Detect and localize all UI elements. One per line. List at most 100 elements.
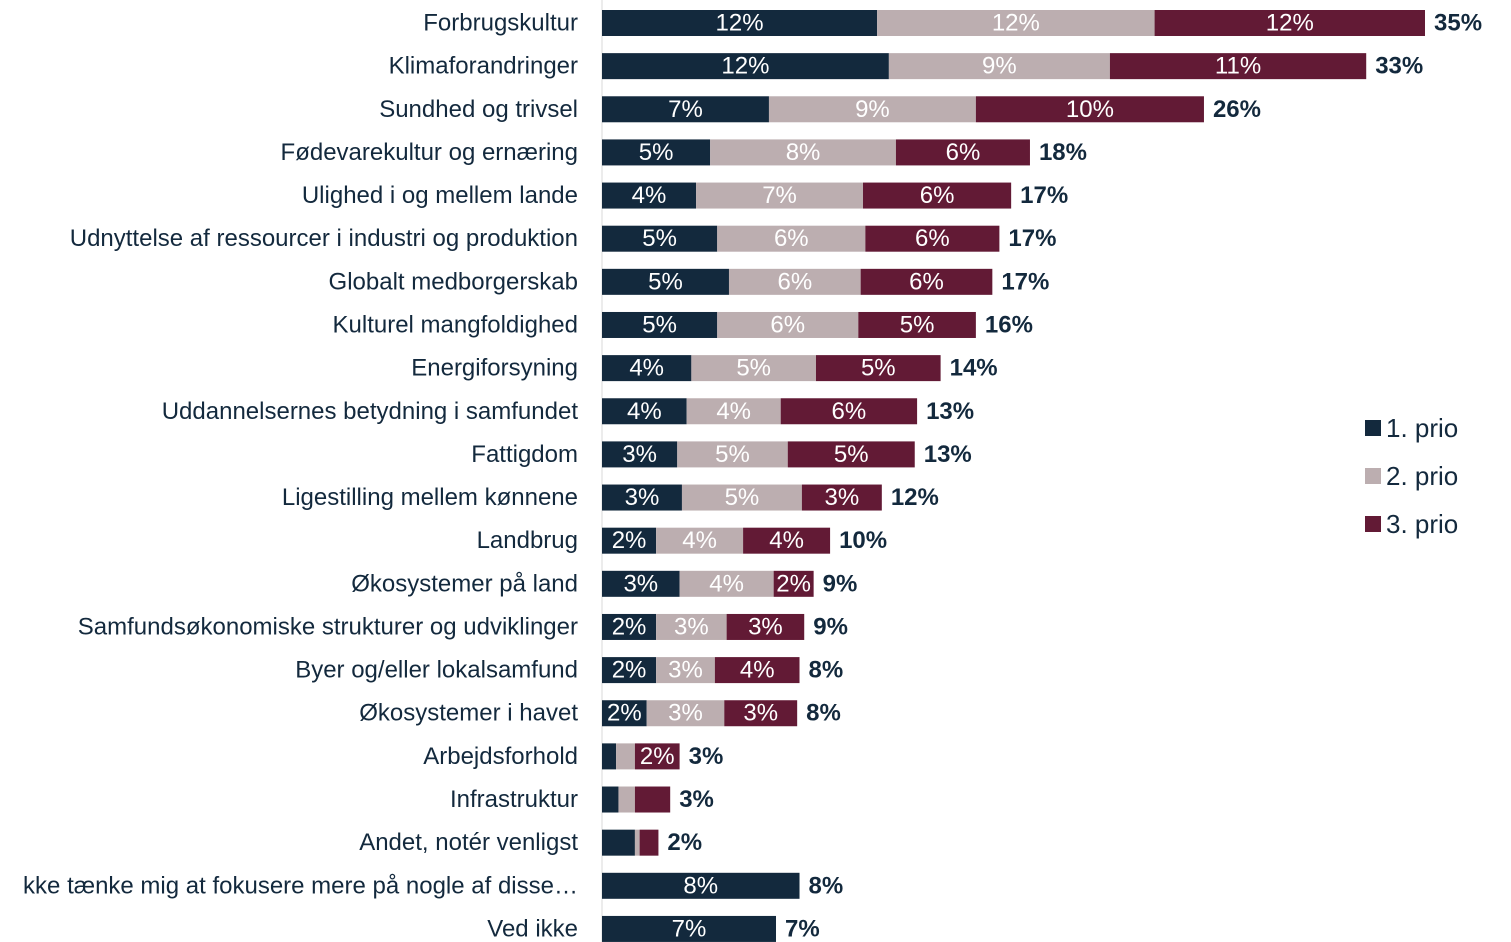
bar-segment	[634, 786, 671, 813]
total-label: 8%	[806, 700, 841, 727]
bar-segment	[602, 398, 687, 425]
total-label: 3%	[689, 743, 724, 770]
total-label: 18%	[1039, 139, 1087, 166]
total-label: 3%	[679, 786, 714, 813]
total-label: 14%	[950, 355, 998, 382]
segment-label: 3%	[668, 700, 703, 727]
segment-label: 9%	[982, 53, 1017, 80]
bar-segment	[860, 268, 993, 295]
bar-segment	[656, 657, 715, 684]
segment-label: 4%	[709, 570, 744, 597]
segment-label: 3%	[622, 441, 657, 468]
total-label: 9%	[813, 613, 848, 640]
bar-segment	[677, 441, 788, 468]
category-label: Uddannelsernes betydning i samfundet	[162, 398, 579, 425]
segment-label: 5%	[639, 139, 674, 166]
segment-label: 7%	[672, 915, 707, 942]
bar-segment	[618, 786, 635, 813]
bar-segment	[780, 398, 918, 425]
segment-label: 5%	[861, 355, 896, 382]
segment-label: 4%	[716, 398, 751, 425]
segment-label: 12%	[716, 10, 764, 37]
bar-segment	[726, 613, 805, 640]
segment-label: 5%	[736, 355, 771, 382]
bar-segment	[639, 829, 659, 856]
bar-segment	[602, 10, 878, 36]
bar-segment	[634, 829, 640, 856]
total-label: 33%	[1375, 53, 1423, 80]
category-label: Landbrug	[477, 527, 578, 554]
bar-segment	[602, 96, 769, 123]
bar-segment	[656, 613, 727, 640]
category-label: Infrastruktur	[450, 786, 578, 813]
total-label: 10%	[839, 527, 887, 554]
segment-label: 8%	[786, 139, 821, 166]
total-label: 12%	[891, 484, 939, 511]
bar-segment	[691, 355, 816, 382]
bar-segment	[717, 311, 859, 338]
bar-segment	[602, 872, 800, 899]
category-label: Ved ikke	[487, 915, 578, 942]
category-label: kke tænke mig at fokusere mere på nogle …	[23, 872, 578, 899]
category-label: Kulturel mangfoldighed	[333, 311, 579, 338]
bar-segment	[863, 182, 1012, 209]
bar-segment	[602, 355, 692, 382]
segment-label: 3%	[674, 613, 709, 640]
bar-segment	[728, 268, 861, 295]
bar-segment	[602, 570, 680, 597]
segment-label: 8%	[683, 872, 718, 899]
segment-label: 5%	[725, 484, 760, 511]
bar-segment	[686, 398, 781, 425]
total-label: 13%	[924, 441, 972, 468]
segment-label: 9%	[855, 96, 890, 123]
category-label: Udnyttelse af ressourcer i industri og p…	[70, 225, 578, 252]
bar-segment	[602, 657, 657, 684]
bar-segment	[815, 355, 941, 382]
segment-label: 5%	[648, 268, 683, 295]
bar-segment	[602, 268, 729, 295]
bar-segment	[895, 139, 1030, 166]
bar-segment	[877, 10, 1155, 36]
segment-label: 12%	[992, 10, 1040, 37]
bar-segment	[696, 182, 864, 209]
total-label: 13%	[926, 398, 974, 425]
bar-segment	[602, 743, 617, 770]
category-label: Andet, notér venligst	[359, 829, 578, 856]
total-label: 8%	[809, 657, 844, 684]
segment-label: 7%	[668, 96, 703, 123]
bar-segment	[1154, 10, 1425, 36]
bar-segment	[865, 225, 1000, 252]
segment-label: 4%	[627, 398, 662, 425]
segment-label: 12%	[721, 53, 769, 80]
segment-label: 3%	[743, 700, 778, 727]
total-label: 8%	[809, 872, 844, 899]
bar-segment	[602, 527, 657, 554]
legend-swatch	[1365, 468, 1381, 484]
legend-label: 1. prio	[1386, 413, 1458, 443]
segment-label: 12%	[1266, 10, 1314, 37]
segment-label: 6%	[915, 225, 950, 252]
segment-label: 2%	[640, 743, 675, 770]
bar-segment	[656, 527, 744, 554]
bar-segment	[717, 225, 866, 252]
bar-segment	[743, 527, 831, 554]
segment-label: 3%	[625, 484, 660, 511]
bar-segment	[616, 743, 635, 770]
segment-label: 2%	[612, 527, 647, 554]
segment-label: 4%	[740, 657, 775, 684]
bar-segment	[710, 139, 896, 166]
bar-segment	[714, 657, 800, 684]
legend-swatch	[1365, 516, 1381, 532]
segment-label: 4%	[629, 355, 664, 382]
legend-swatch	[1365, 420, 1381, 436]
legend-label: 2. prio	[1386, 461, 1458, 491]
bar-segment	[801, 484, 882, 511]
segment-label: 3%	[748, 613, 783, 640]
bar-segment	[602, 225, 718, 252]
bar-segment	[679, 570, 774, 597]
segment-label: 2%	[612, 657, 647, 684]
bar-segment	[602, 53, 889, 80]
category-label: Sundhed og trivsel	[379, 96, 578, 123]
segment-label: 6%	[777, 268, 812, 295]
category-label: Samfundsøkonomiske strukturer og udvikli…	[78, 613, 578, 640]
